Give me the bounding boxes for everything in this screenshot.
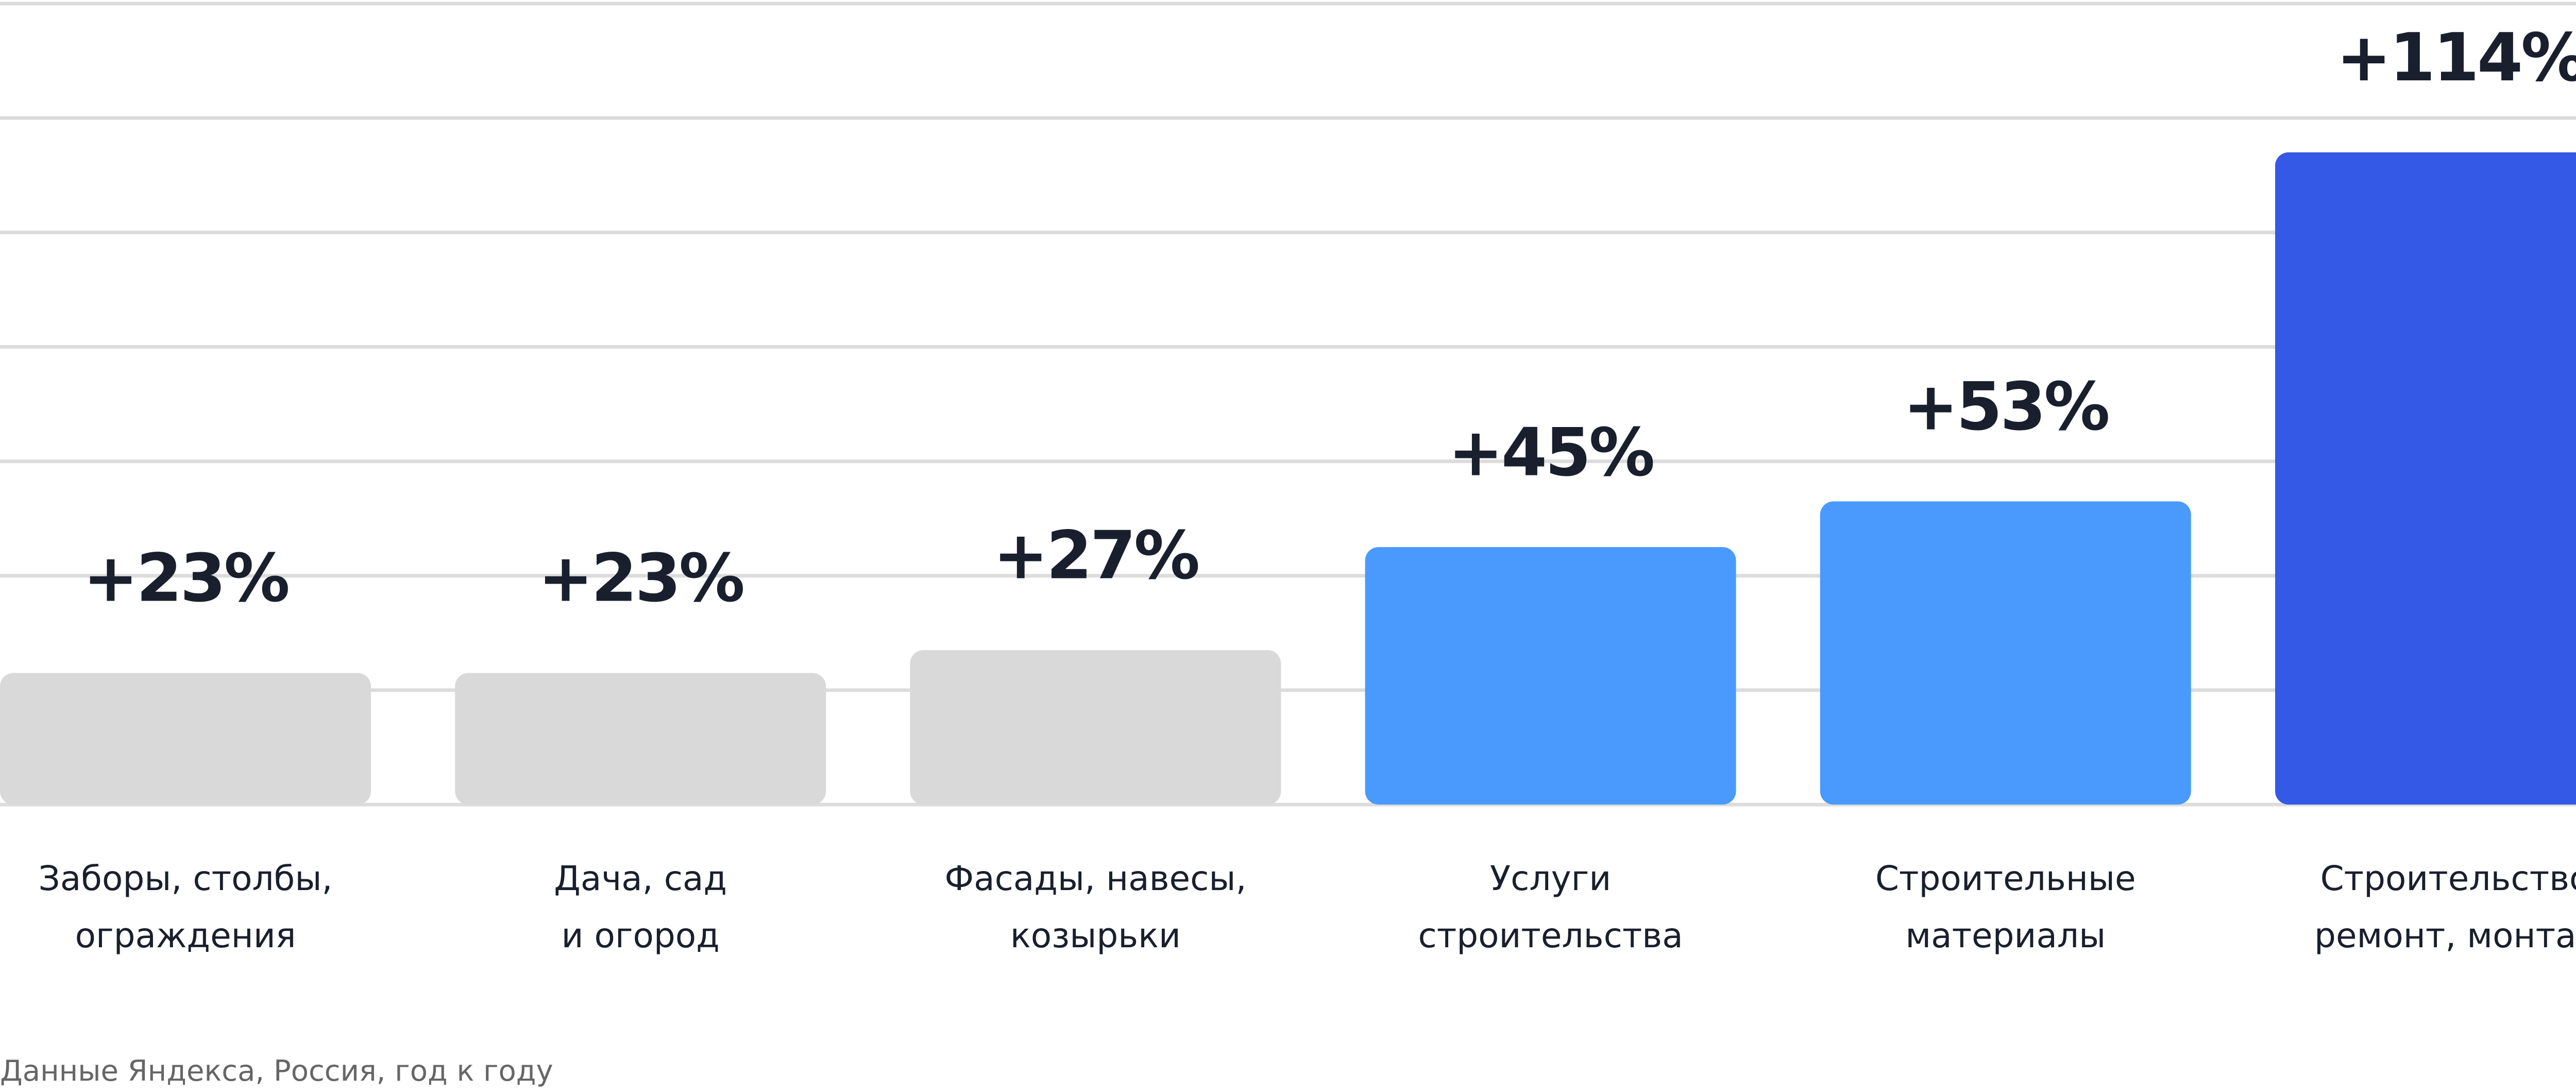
x-tick-label: Заборы, столбы, ограждения <box>39 859 333 956</box>
value-label: +53% <box>1903 368 2108 445</box>
bar <box>1820 501 2191 805</box>
x-tick-label: Фасады, навесы, козырьки <box>944 859 1246 956</box>
x-tick-label: Строительство,ремонт, монтаж <box>2314 859 2576 956</box>
value-label: +27% <box>993 517 1198 594</box>
bar <box>455 673 826 805</box>
x-tick-label: Дача, сад и огород <box>554 859 727 956</box>
x-tick-label: Услуги строительства <box>1418 859 1683 956</box>
value-label: +23% <box>83 540 288 617</box>
x-tick-label: Строительные материалы <box>1875 859 2136 956</box>
bar <box>1365 547 1736 805</box>
source-note: Данные Яндекса, Россия, год к году <box>0 1054 553 1088</box>
bar <box>0 673 371 805</box>
bar <box>2275 152 2576 805</box>
value-label: +23% <box>538 540 743 617</box>
value-label: +45% <box>1448 414 1653 491</box>
value-label: +114% <box>2336 20 2576 96</box>
bar <box>910 650 1281 805</box>
